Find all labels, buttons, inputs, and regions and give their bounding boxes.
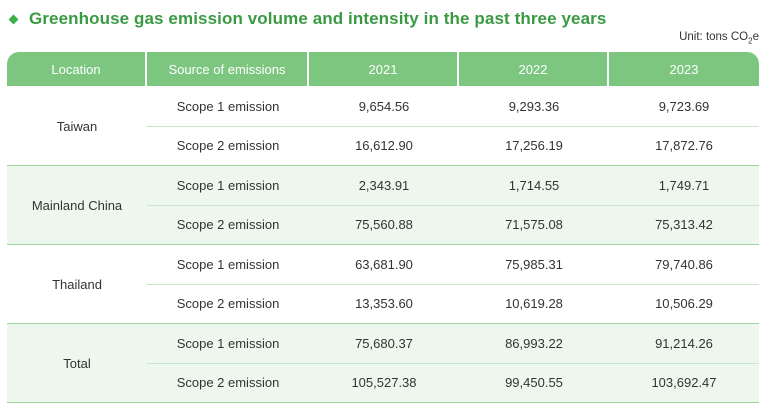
value-2022: 75,985.31 [505, 256, 563, 272]
source-cell: Scope 2 emission [176, 217, 280, 233]
value-2022: 86,993.22 [505, 335, 563, 351]
value-2022: 71,575.08 [505, 217, 563, 233]
table-row: Scope 1 emission 9,654.56 9,293.36 9,723… [147, 87, 759, 126]
source-cell: Scope 1 emission [176, 177, 280, 193]
table-row: Scope 2 emission 13,353.60 10,619.28 10,… [147, 283, 759, 324]
value-2023: 79,740.86 [655, 256, 713, 272]
value-2023: 17,872.76 [655, 138, 713, 154]
diamond-bullet-icon [8, 14, 19, 24]
source-cell: Scope 2 emission [176, 138, 280, 154]
value-2021: 63,681.90 [355, 256, 413, 272]
header-2023: 2023 [669, 61, 699, 77]
group-taiwan: Taiwan Scope 1 emission 9,654.56 9,293.3… [7, 87, 759, 166]
table-row: Scope 2 emission 75,560.88 71,575.08 75,… [147, 204, 759, 245]
value-2022: 17,256.19 [505, 138, 563, 154]
unit-suffix: e [752, 31, 759, 43]
value-2023: 1,749.71 [658, 177, 710, 193]
location-cell: Total [63, 355, 91, 371]
table-row: Scope 1 emission 75,680.37 86,993.22 91,… [147, 324, 759, 363]
table-row: Scope 2 emission 16,612.90 17,256.19 17,… [147, 125, 759, 166]
value-2023: 10,506.29 [655, 296, 713, 312]
source-cell: Scope 2 emission [176, 375, 280, 391]
value-2021: 13,353.60 [355, 296, 413, 312]
location-cell: Taiwan [56, 118, 98, 134]
table-header: Location Source of emissions 2021 2022 2… [7, 52, 759, 86]
value-2021: 75,680.37 [355, 335, 413, 351]
location-cell: Thailand [52, 276, 102, 292]
value-2021: 9,654.56 [358, 98, 410, 114]
unit-prefix: Unit: tons CO [679, 31, 749, 43]
source-cell: Scope 1 emission [176, 98, 280, 114]
source-cell: Scope 1 emission [176, 335, 280, 351]
title-row: Greenhouse gas emission volume and inten… [8, 8, 606, 30]
value-2021: 105,527.38 [351, 375, 417, 391]
group-total: Total Scope 1 emission 75,680.37 86,993.… [7, 324, 759, 403]
table-row: Scope 1 emission 63,681.90 75,985.31 79,… [147, 245, 759, 284]
group-mainland-china: Mainland China Scope 1 emission 2,343.91… [7, 166, 759, 245]
source-cell: Scope 1 emission [176, 256, 280, 272]
value-2022: 9,293.36 [508, 98, 560, 114]
value-2023: 103,692.47 [651, 375, 717, 391]
value-2022: 10,619.28 [505, 296, 563, 312]
group-thailand: Thailand Scope 1 emission 63,681.90 75,9… [7, 245, 759, 324]
table-row: Scope 1 emission 2,343.91 1,714.55 1,749… [147, 166, 759, 205]
header-2022: 2022 [459, 52, 609, 86]
value-2021: 2,343.91 [358, 177, 410, 193]
emissions-table: Taiwan Scope 1 emission 9,654.56 9,293.3… [7, 87, 759, 403]
value-2022: 99,450.55 [505, 375, 563, 391]
source-cell: Scope 2 emission [176, 296, 280, 312]
value-2023: 75,313.42 [655, 217, 713, 233]
unit-subscript: 2 [748, 36, 753, 46]
location-cell: Mainland China [31, 197, 123, 213]
value-2023: 91,214.26 [655, 335, 713, 351]
unit-label: Unit: tons CO2e [679, 31, 759, 45]
value-2023: 9,723.69 [658, 98, 710, 114]
page-title: Greenhouse gas emission volume and inten… [29, 9, 607, 28]
header-location: Location [7, 52, 147, 86]
value-2022: 1,714.55 [508, 177, 560, 193]
header-2021: 2021 [309, 52, 459, 86]
table-row: Scope 2 emission 105,527.38 99,450.55 10… [147, 362, 759, 403]
value-2021: 16,612.90 [355, 138, 413, 154]
value-2021: 75,560.88 [355, 217, 413, 233]
header-source: Source of emissions [147, 52, 309, 86]
